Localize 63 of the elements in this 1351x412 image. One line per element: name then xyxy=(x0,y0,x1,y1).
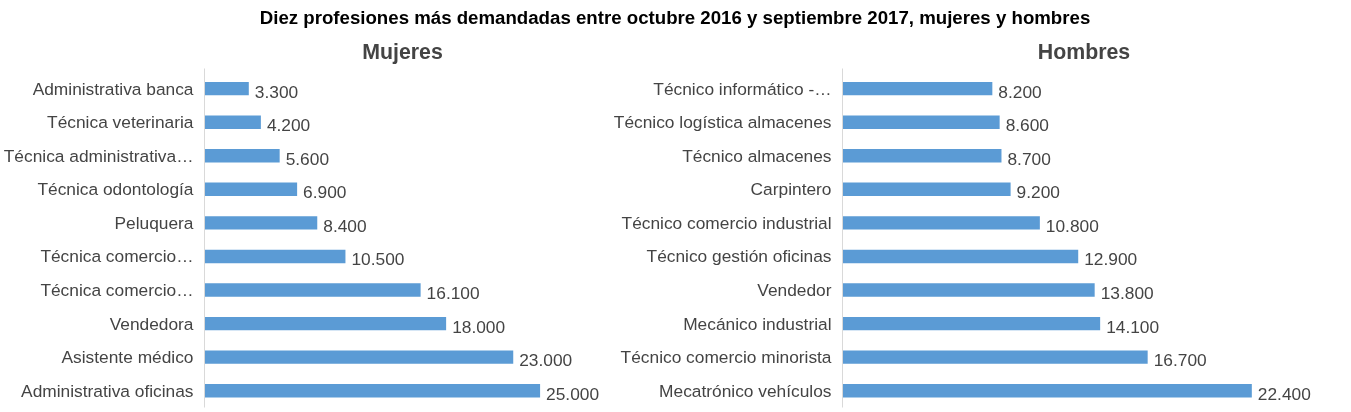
y-tick-label: Técnica comercio… xyxy=(40,280,194,301)
text: Diez profesiones más demandadas entre octubre 2016 y septiembre 2017, mujeres y hombres xyxy=(259,6,1091,30)
bar xyxy=(842,115,1000,129)
bar xyxy=(842,384,1252,398)
data-label: 18.000 xyxy=(452,316,506,337)
y-tick-label: Técnico informático -… xyxy=(653,78,832,99)
data-label: 10.800 xyxy=(1045,215,1099,236)
y-tick-label: Técnica comercio… xyxy=(40,246,194,267)
y-tick-label: Administrativa banca xyxy=(32,78,194,99)
y-tick-label: Técnico almacenes xyxy=(682,145,832,166)
bar xyxy=(204,316,447,331)
data-label: 16.700 xyxy=(1153,350,1207,371)
bar xyxy=(204,216,318,230)
data-label: 9.200 xyxy=(1016,182,1060,203)
data-label: 5.600 xyxy=(285,148,330,169)
data-label: 16.100 xyxy=(426,283,480,304)
y-tick-label: Técnico comercio minorista xyxy=(620,347,832,368)
y-tick-label: Técnico comercio industrial xyxy=(621,212,832,233)
data-label: 13.800 xyxy=(1100,283,1154,304)
data-label: 23.000 xyxy=(519,350,573,371)
y-tick-label: Peluquera xyxy=(114,212,194,233)
y-tick-label: Vendedora xyxy=(109,313,194,334)
bar xyxy=(842,149,1002,163)
y-tick-label: Asistente médico xyxy=(61,347,194,368)
bar xyxy=(204,350,514,364)
bar xyxy=(842,249,1079,264)
data-label: 8.200 xyxy=(998,81,1042,102)
bar xyxy=(204,283,421,297)
y-tick-label: Técnico gestión oficinas xyxy=(646,246,832,267)
data-label: 22.400 xyxy=(1257,383,1311,404)
y-tick-label: Técnica administrativa… xyxy=(3,145,194,166)
bar xyxy=(842,316,1101,331)
y-tick-label: Técnico logística almacenes xyxy=(613,112,832,133)
bar xyxy=(204,81,249,96)
bar xyxy=(842,283,1095,297)
data-label: 8.700 xyxy=(1007,148,1051,169)
y-tick-label: Mecánico industrial xyxy=(683,313,832,334)
bar xyxy=(842,216,1040,230)
chart-title: Hombres xyxy=(1037,39,1131,64)
bar xyxy=(204,182,298,197)
data-label: 3.300 xyxy=(254,81,299,102)
y-tick-label: Mecatrónico vehículos xyxy=(659,380,832,401)
bar xyxy=(842,182,1011,197)
bar xyxy=(204,249,346,264)
data-label: 12.900 xyxy=(1084,249,1138,270)
data-label: 8.600 xyxy=(1005,115,1050,136)
bar xyxy=(842,350,1148,364)
bar xyxy=(204,149,280,163)
data-label: 10.500 xyxy=(351,249,405,270)
data-label: 4.200 xyxy=(266,115,311,136)
chart-subtitle: Mujeres xyxy=(362,39,443,64)
y-tick-label: Técnica veterinaria xyxy=(47,112,194,133)
y-tick-label: Técnica odontología xyxy=(37,179,194,200)
data-label: 14.100 xyxy=(1106,316,1160,337)
data-label: 6.900 xyxy=(303,182,347,203)
data-label: 8.400 xyxy=(323,215,367,236)
data-label: 25.000 xyxy=(546,383,600,404)
y-tick-label: Carpintero xyxy=(750,179,832,200)
y-tick-label: Administrativa oficinas xyxy=(21,380,194,401)
bar xyxy=(842,81,993,96)
bar xyxy=(204,115,261,129)
bar xyxy=(204,384,541,398)
y-tick-label: Vendedor xyxy=(757,280,832,301)
